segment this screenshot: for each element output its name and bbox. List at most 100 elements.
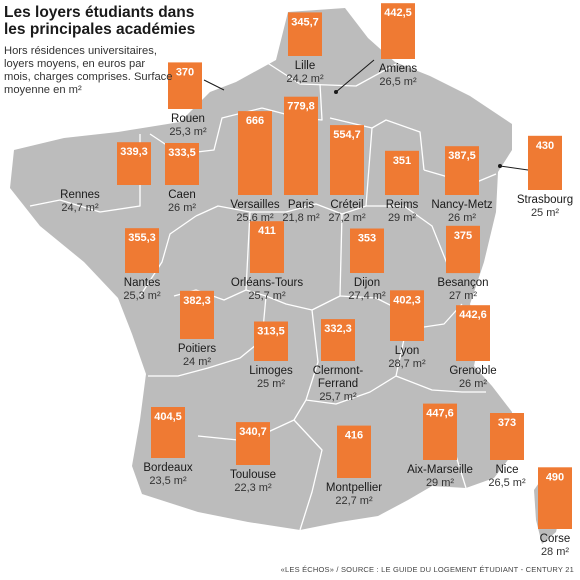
bar-reims bbox=[385, 150, 419, 195]
chart-subtitle: Hors résidences universitaires, loyers m… bbox=[4, 45, 173, 96]
bar-rennes bbox=[117, 142, 151, 185]
bar-value-caen: 333,5 bbox=[168, 147, 196, 159]
region-label-rouen: Rouen bbox=[171, 113, 205, 125]
surface-label-rennes: 24,7 m² bbox=[61, 202, 99, 214]
source-note: «LES ÉCHOS» / SOURCE : LE GUIDE DU LOGEM… bbox=[280, 565, 574, 574]
bar-strasbourg bbox=[528, 135, 562, 190]
bar-value-toulouse: 340,7 bbox=[239, 426, 267, 438]
bar-value-grenoble: 442,6 bbox=[459, 309, 487, 321]
bar-value-strasbourg: 430 bbox=[536, 140, 554, 152]
bar-nancy-metz bbox=[445, 146, 479, 195]
region-label-nantes: Nantes bbox=[124, 277, 161, 289]
bar-toulouse bbox=[236, 422, 270, 465]
region-label-clermont-ferrand: Clermont- bbox=[313, 365, 364, 377]
surface-label-strasbourg: 25 m² bbox=[531, 207, 559, 219]
bar-value-creteil: 554,7 bbox=[333, 129, 361, 141]
bar-creteil bbox=[330, 125, 364, 195]
bar-paris bbox=[284, 96, 318, 195]
bar-value-clermont-ferrand: 332,3 bbox=[324, 323, 352, 335]
bar-value-lyon: 402,3 bbox=[393, 294, 421, 306]
region-label-grenoble: Grenoble bbox=[449, 365, 496, 377]
surface-label-montpellier: 22,7 m² bbox=[335, 495, 373, 507]
surface-label-lille: 24,2 m² bbox=[286, 73, 324, 85]
surface-label-amiens: 26,5 m² bbox=[379, 76, 417, 88]
bar-aix-marseille bbox=[423, 403, 457, 460]
surface-label-grenoble: 26 m² bbox=[459, 378, 487, 390]
bar-value-lille: 345,7 bbox=[291, 16, 319, 28]
bar-value-rouen: 370 bbox=[176, 66, 194, 78]
bar-value-bordeaux: 404,5 bbox=[154, 411, 182, 423]
region-label-dijon: Dijon bbox=[354, 277, 380, 289]
bar-value-orleans-tours: 411 bbox=[258, 225, 276, 237]
bar-lille bbox=[288, 12, 322, 56]
bar-value-nancy-metz: 387,5 bbox=[448, 150, 476, 162]
bar-orleans-tours bbox=[250, 221, 284, 273]
region-label-creteil: Créteil bbox=[330, 199, 363, 211]
academy-borders bbox=[29, 61, 497, 531]
surface-label-orleans-tours: 25,7 m² bbox=[248, 290, 286, 302]
bar-limoges bbox=[254, 321, 288, 361]
bar-value-poitiers: 382,3 bbox=[183, 295, 211, 307]
surface-label-toulouse: 22,3 m² bbox=[234, 482, 272, 494]
bar-value-dijon: 353 bbox=[358, 233, 376, 245]
amiens-leader-line bbox=[335, 59, 375, 93]
region-label-clermont-ferrand-2: Ferrand bbox=[318, 378, 358, 390]
region-label-amiens: Amiens bbox=[379, 63, 418, 75]
strasbourg-dot bbox=[498, 164, 502, 168]
bar-versailles bbox=[238, 111, 272, 195]
surface-label-versailles: 25,6 m² bbox=[236, 212, 274, 224]
region-label-bordeaux: Bordeaux bbox=[143, 462, 192, 474]
bar-nantes bbox=[125, 228, 159, 273]
bar-value-besancon: 375 bbox=[454, 230, 472, 242]
bar-montpellier bbox=[337, 425, 371, 478]
region-label-strasbourg: Strasbourg bbox=[517, 194, 573, 206]
bar-value-nice: 373 bbox=[498, 417, 516, 429]
bar-amiens bbox=[381, 3, 415, 59]
surface-label-nancy-metz: 26 m² bbox=[448, 212, 476, 224]
bar-clermont-ferrand bbox=[321, 319, 355, 361]
bar-nice bbox=[490, 413, 524, 460]
region-label-montpellier: Montpellier bbox=[326, 482, 382, 494]
region-label-nancy-metz: Nancy-Metz bbox=[431, 199, 493, 211]
surface-label-besancon: 27 m² bbox=[449, 290, 477, 302]
surface-label-corse: 28 m² bbox=[541, 546, 569, 558]
bar-value-limoges: 313,5 bbox=[257, 325, 285, 337]
bar-value-nantes: 355,3 bbox=[128, 232, 156, 244]
surface-label-paris: 21,8 m² bbox=[282, 212, 320, 224]
region-label-reims: Reims bbox=[386, 199, 419, 211]
region-label-lille: Lille bbox=[295, 60, 315, 72]
bar-dijon bbox=[350, 228, 384, 273]
region-label-besancon: Besançon bbox=[437, 277, 488, 289]
region-label-poitiers: Poitiers bbox=[178, 343, 217, 355]
surface-label-poitiers: 24 m² bbox=[183, 356, 211, 368]
bar-grenoble bbox=[456, 305, 490, 361]
surface-label-caen: 26 m² bbox=[168, 202, 196, 214]
region-label-limoges: Limoges bbox=[249, 365, 293, 377]
bar-poitiers bbox=[180, 290, 214, 339]
surface-label-lyon: 28,7 m² bbox=[388, 358, 426, 370]
surface-label-reims: 29 m² bbox=[388, 212, 416, 224]
bar-lyon bbox=[390, 290, 424, 341]
bar-corse bbox=[538, 467, 572, 529]
surface-label-nice: 26,5 m² bbox=[488, 477, 526, 489]
